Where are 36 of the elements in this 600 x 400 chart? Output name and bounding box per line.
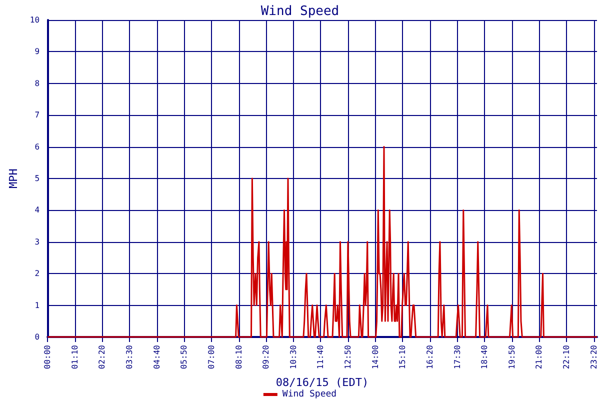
x-tick-label: 00:00 [43,344,52,370]
y-tick-label: 3 [34,237,40,246]
y-tick-label: 8 [34,78,40,88]
x-tick-label: 16:20 [425,344,434,370]
y-tick-label: 0 [34,332,40,342]
x-tick-label: 10:30 [288,344,298,370]
x-tick-label: 01:10 [70,344,80,370]
x-tick-label: 03:30 [124,344,134,370]
legend-label: Wind Speed [282,390,337,400]
y-tick-label: 6 [34,142,40,152]
y-axis-title: MPH [7,168,20,188]
x-tick-label: 19:50 [507,344,516,370]
x-tick-label: 14:00 [370,344,380,370]
x-tick-label: 21:00 [534,344,544,370]
y-tick-label: 1 [34,300,40,310]
x-tick-label: 04:40 [152,344,162,370]
x-tick-label: 12:50 [344,344,353,370]
x-tick-label: 05:50 [180,344,189,370]
y-tick-label: 10 [30,16,40,24]
x-tick-label: 17:30 [452,344,462,370]
x-tick-label: 18:40 [480,344,490,370]
y-tick-label: 9 [34,47,40,56]
x-tick-label: 07:00 [206,344,216,370]
x-tick-label: 22:10 [562,344,572,370]
chart-title: Wind Speed [260,4,340,19]
x-tick-label: 02:20 [98,344,107,370]
x-tick-label: 08:10 [234,344,244,370]
x-tick-label: 15:10 [398,344,408,370]
x-tick-label: 09:20 [262,344,271,370]
y-tick-label: 4 [34,206,40,215]
x-tick-label: 11:40 [316,344,326,370]
y-tick-label: 2 [34,269,40,278]
x-tick-label: 23:20 [589,344,598,370]
y-tick-label: 7 [34,110,40,120]
y-tick-label: 5 [34,174,40,183]
x-axis-title: 08/16/15 (EDT) [276,376,369,389]
